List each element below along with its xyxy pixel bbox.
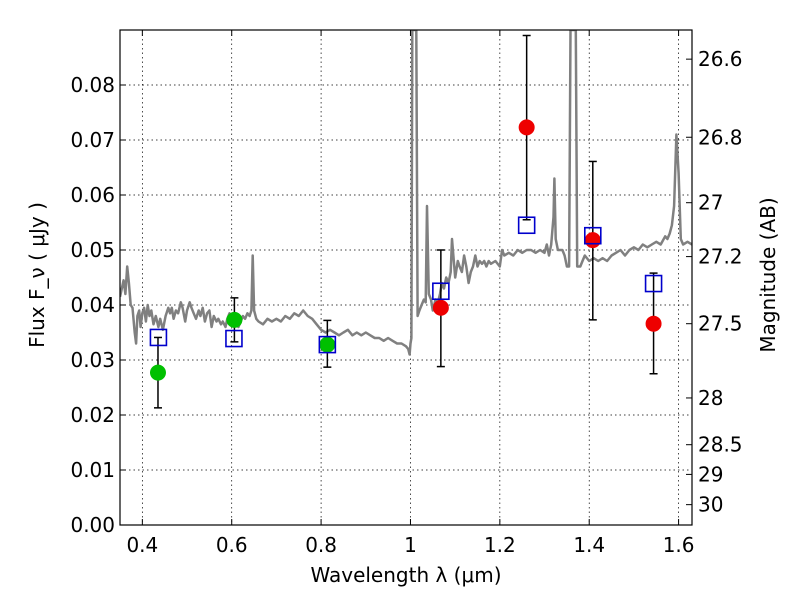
- right-tick-label: 28.5: [698, 433, 743, 457]
- model-band-point: [583, 226, 602, 245]
- model-band-point: [517, 216, 536, 235]
- model-band-point: [318, 335, 337, 354]
- data-point: [226, 311, 243, 328]
- y-axis-label: Flux F_ν ( μJy ): [25, 202, 49, 348]
- right-tick-label: 28: [698, 386, 723, 410]
- y-axis: 0.00 0.01 0.02 0.03 0.04 0.05 0.06 0.07 0.08: [70, 73, 126, 537]
- model-band-point: [432, 282, 450, 301]
- right-tick-label: 26.6: [698, 47, 743, 71]
- right-tick-label: 29: [698, 462, 723, 486]
- y-tick-label: 0.07: [70, 128, 115, 152]
- y-tick-label: 0.04: [70, 293, 115, 317]
- x-tick-label: 1.6: [663, 533, 695, 557]
- data-point: [432, 299, 449, 316]
- right-tick-label: 27: [698, 191, 723, 215]
- model-spectrum-line: [120, 30, 692, 356]
- right-tick-label: 27.2: [698, 245, 743, 269]
- y-tick-label: 0.02: [70, 403, 115, 427]
- right-axis-label: Magnitude (AB): [756, 197, 780, 352]
- right-tick-label: 27.5: [698, 312, 743, 336]
- model-spectrum: [120, 30, 692, 356]
- model-band-point: [149, 328, 168, 347]
- x-tick-label: 0.8: [305, 533, 337, 557]
- model-band-point: [644, 274, 663, 293]
- x-tick-label: 1.2: [484, 533, 516, 557]
- plot-frame: [119, 29, 693, 526]
- data-point: [645, 315, 662, 332]
- right-magnitude-axis: 26.6 26.8 27 27.2 27.5 28 28.5 29 30: [686, 47, 743, 517]
- data-point: [149, 364, 166, 381]
- x-axis: 0.4 0.6 0.8 1 1.2 1.4 1.6: [126, 30, 695, 557]
- data-point: [319, 336, 336, 353]
- x-tick-label: 0.4: [126, 533, 158, 557]
- plot-area: [120, 30, 692, 409]
- y-tick-label: 0.03: [70, 348, 115, 372]
- y-tick-label: 0.06: [70, 183, 115, 207]
- y-tick-label: 0.05: [70, 238, 115, 262]
- data-point: [518, 119, 535, 136]
- data-point: [584, 232, 601, 249]
- model-band-point: [225, 329, 243, 348]
- x-tick-label: 1: [404, 533, 417, 557]
- x-tick-label: 0.6: [216, 533, 248, 557]
- x-axis-label: Wavelength λ (μm): [310, 563, 501, 587]
- y-tick-label: 0.08: [70, 73, 115, 97]
- data-points: [149, 119, 663, 381]
- y-tick-label: 0.01: [70, 458, 115, 482]
- right-tick-label: 26.8: [698, 125, 743, 149]
- right-tick-label: 30: [698, 493, 723, 517]
- x-tick-label: 1.4: [573, 533, 605, 557]
- y-tick-label: 0.00: [70, 513, 115, 537]
